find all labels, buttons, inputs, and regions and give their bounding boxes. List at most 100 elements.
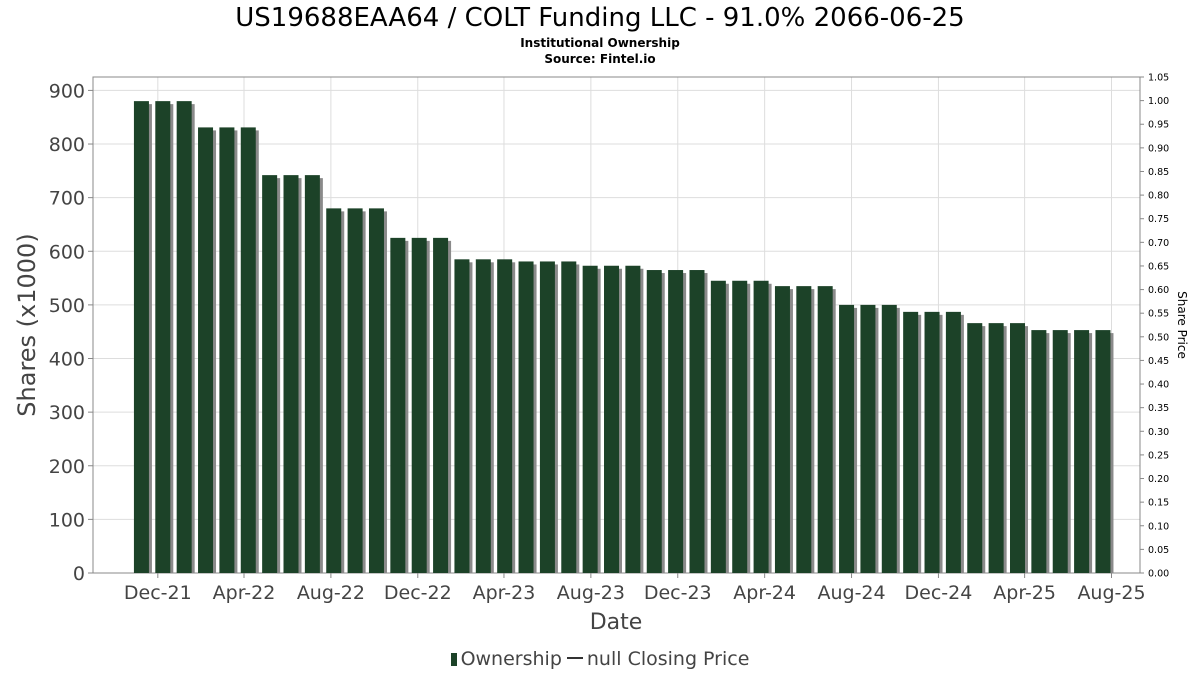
x-axis-ticks: Dec-21 Apr-22 Aug-22 Dec-22 Apr-23 Aug-23 Dec-…: [124, 573, 1146, 604]
y-tick-label: 700: [49, 188, 85, 210]
y2-tick-label: 0.15: [1148, 498, 1169, 509]
y2-tick-label: 0.35: [1148, 403, 1169, 414]
ownership-bar: [1009, 323, 1025, 573]
y2-tick-label: 0.45: [1148, 356, 1169, 367]
x-tick-label: Apr-22: [213, 582, 276, 604]
y2-tick-label: 0.90: [1148, 143, 1169, 154]
y2-axis-label: Share Price: [1175, 291, 1189, 359]
ownership-bar: [454, 259, 470, 573]
x-tick-label: Aug-22: [297, 582, 365, 604]
y2-tick-label: 0.05: [1148, 545, 1169, 556]
x-axis-label: Date: [590, 610, 643, 635]
x-tick-label: Dec-21: [124, 582, 192, 604]
ownership-bar: [326, 208, 342, 573]
ownership-legend-swatch: [450, 653, 457, 666]
x-tick-label: Dec-24: [905, 582, 973, 604]
ownership-bar: [433, 237, 449, 573]
y2-tick-label: 0.70: [1148, 238, 1169, 249]
legend-ownership-label: Ownership: [460, 648, 562, 670]
legend-price-label: null Closing Price: [586, 648, 750, 670]
ownership-bar: [732, 280, 748, 573]
ownership-bar: [283, 175, 299, 573]
ownership-bar: [240, 127, 256, 573]
y-tick-label: 200: [49, 456, 85, 478]
y-axis-ticks: 0 100 200 300 400 500 600 700 800 900: [49, 80, 93, 585]
y2-tick-label: 0.10: [1148, 521, 1169, 532]
ownership-bar: [753, 280, 769, 573]
y2-tick-label: 1.05: [1148, 73, 1169, 84]
y-tick-label: 0: [73, 563, 85, 585]
legend: Ownership null Closing Price: [0, 647, 1200, 671]
ownership-bar: [1074, 330, 1090, 573]
y-tick-label: 300: [49, 402, 85, 424]
y2-tick-label: 1.00: [1148, 96, 1169, 107]
y2-tick-label: 0.50: [1148, 332, 1169, 343]
y-tick-label: 500: [49, 295, 85, 317]
y2-axis-ticks: 0.00 0.05 0.10 0.15 0.20 0.25 0.30 0.35 0.40 0.45…: [1140, 73, 1169, 580]
ownership-bar: [497, 259, 513, 573]
x-tick-label: Dec-22: [384, 582, 452, 604]
ownership-bar: [796, 286, 812, 573]
ownership-bar: [839, 304, 855, 573]
x-tick-label: Apr-23: [473, 582, 536, 604]
x-tick-label: Aug-23: [557, 582, 625, 604]
ownership-bar: [561, 261, 577, 573]
ownership-bar: [860, 304, 876, 573]
ownership-bar: [988, 323, 1004, 573]
ownership-bar: [903, 311, 919, 573]
ownership-bar: [1052, 330, 1068, 573]
y2-tick-label: 0.65: [1148, 261, 1169, 272]
x-tick-label: Dec-23: [644, 582, 712, 604]
y-tick-label: 100: [49, 509, 85, 531]
bar-series: [133, 101, 1114, 573]
y2-tick-label: 0.20: [1148, 474, 1169, 485]
y-tick-label: 900: [49, 80, 85, 102]
y2-tick-label: 0.25: [1148, 450, 1169, 461]
x-tick-label: Aug-25: [1077, 582, 1145, 604]
ownership-bar: [817, 286, 833, 573]
ownership-bar: [1031, 330, 1047, 573]
x-tick-label: Apr-24: [733, 582, 796, 604]
chart-source: Source: Fintel.io: [544, 52, 656, 66]
price-legend-line: [566, 657, 583, 659]
y2-tick-label: 0.30: [1148, 427, 1169, 438]
ownership-bar: [411, 237, 427, 573]
y2-tick-label: 0.55: [1148, 309, 1169, 320]
ownership-bar: [518, 261, 534, 573]
ownership-bar: [475, 259, 491, 573]
y-axis-label: Shares (x1000): [13, 233, 41, 416]
ownership-bar: [176, 101, 192, 573]
ownership-bar: [539, 261, 555, 573]
y2-tick-label: 0.85: [1148, 167, 1169, 178]
y-tick-label: 400: [49, 349, 85, 371]
ownership-bar: [881, 304, 897, 573]
y2-tick-label: 0.75: [1148, 214, 1169, 225]
y2-tick-label: 0.00: [1148, 569, 1169, 580]
ownership-bar: [625, 265, 641, 573]
x-tick-label: Apr-25: [993, 582, 1056, 604]
ownership-bar: [774, 286, 790, 573]
y2-tick-label: 0.60: [1148, 285, 1169, 296]
ownership-bar: [304, 175, 320, 573]
ownership-bar: [262, 175, 278, 573]
ownership-bar: [646, 270, 662, 573]
ownership-bar: [689, 270, 705, 573]
ownership-bar: [924, 311, 940, 573]
ownership-bar: [668, 270, 684, 573]
chart-title: US19688EAA64 / COLT Funding LLC - 91.0% …: [235, 3, 965, 33]
ownership-bar: [604, 265, 620, 573]
y-tick-label: 600: [49, 241, 85, 263]
y-tick-label: 800: [49, 134, 85, 156]
y2-tick-label: 0.40: [1148, 380, 1169, 391]
y2-tick-label: 0.95: [1148, 120, 1169, 131]
ownership-bar: [155, 101, 171, 573]
ownership-bar: [133, 101, 149, 573]
ownership-bar: [219, 127, 235, 573]
ownership-bar: [368, 208, 384, 573]
ownership-bar: [967, 323, 983, 573]
chart-subtitle: Institutional Ownership: [520, 36, 680, 50]
ownership-bar: [390, 237, 406, 573]
ownership-bar: [1095, 330, 1111, 573]
ownership-bar: [710, 280, 726, 573]
